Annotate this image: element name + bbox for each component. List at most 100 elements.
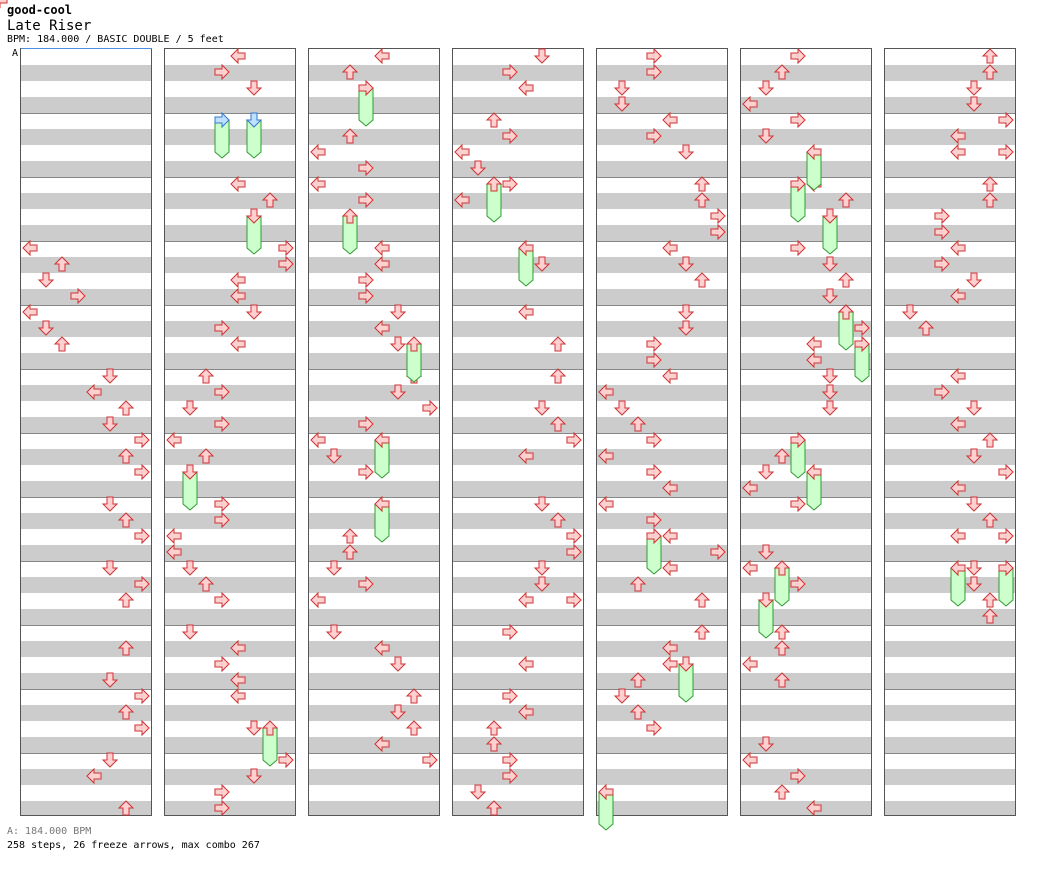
row-band	[885, 161, 1015, 177]
row-band	[309, 609, 439, 625]
step-arrow	[117, 400, 135, 416]
step-arrow	[230, 671, 246, 689]
step-arrow	[214, 783, 230, 801]
chart-meta: BPM: 184.000 / BASIC DOUBLE / 5 feet	[7, 34, 224, 45]
row-band	[165, 801, 295, 815]
step-arrow	[325, 624, 343, 640]
row-band	[21, 353, 151, 369]
row-band	[165, 417, 295, 433]
step-arrow	[646, 527, 662, 545]
row-band	[597, 97, 727, 113]
step-arrow	[549, 416, 567, 432]
row-band	[453, 65, 583, 81]
row-band	[21, 97, 151, 113]
step-arrow	[37, 320, 55, 336]
row-band	[885, 545, 1015, 561]
measure-line	[885, 369, 1015, 370]
row-band	[741, 65, 871, 81]
row-band	[453, 769, 583, 785]
row-band	[21, 225, 151, 241]
row-band	[21, 737, 151, 753]
step-arrow	[374, 431, 390, 449]
step-arrow	[533, 576, 551, 592]
step-arrow	[197, 368, 215, 384]
step-arrow	[742, 559, 758, 577]
step-arrow	[405, 336, 423, 352]
step-arrow	[806, 463, 822, 481]
measure-column	[884, 48, 1016, 816]
step-arrow	[134, 463, 150, 481]
row-band	[453, 577, 583, 593]
step-arrow	[230, 47, 246, 65]
step-arrow	[965, 560, 983, 576]
step-arrow	[518, 591, 534, 609]
row-band	[597, 481, 727, 497]
step-arrow	[566, 431, 582, 449]
row-band	[741, 225, 871, 241]
step-arrow	[518, 239, 534, 257]
row-band	[597, 673, 727, 689]
row-band	[741, 161, 871, 177]
step-arrow	[837, 272, 855, 288]
row-band	[21, 417, 151, 433]
row-band	[885, 289, 1015, 305]
measure-line	[165, 625, 295, 626]
step-arrow	[998, 527, 1014, 545]
measure-line	[597, 497, 727, 498]
step-arrow	[837, 192, 855, 208]
row-band	[453, 161, 583, 177]
step-arrow	[181, 464, 199, 480]
measure-line	[21, 369, 151, 370]
step-arrow	[629, 704, 647, 720]
row-band	[165, 321, 295, 337]
step-arrow	[53, 336, 71, 352]
step-arrow	[790, 239, 806, 257]
row-band	[453, 417, 583, 433]
step-arrow	[566, 591, 582, 609]
step-arrow	[197, 448, 215, 464]
step-arrow	[358, 159, 374, 177]
row-band	[741, 673, 871, 689]
row-band	[309, 97, 439, 113]
step-arrow	[341, 208, 359, 224]
arrow-layer	[0, 0, 1014, 831]
step-arrow	[950, 415, 966, 433]
row-band	[453, 353, 583, 369]
step-arrow	[757, 736, 775, 752]
step-arrow	[806, 143, 822, 161]
row-band	[885, 801, 1015, 815]
step-arrow	[358, 271, 374, 289]
step-arrow	[950, 127, 966, 145]
step-arrow	[485, 112, 503, 128]
step-arrow	[549, 368, 567, 384]
step-arrow	[742, 479, 758, 497]
step-arrow	[261, 720, 279, 736]
row-band	[741, 417, 871, 433]
step-arrow	[790, 767, 806, 785]
step-arrow	[389, 336, 407, 352]
step-arrow	[773, 448, 791, 464]
row-band	[309, 769, 439, 785]
row-band	[741, 385, 871, 401]
step-arrow	[310, 591, 326, 609]
step-arrow	[981, 64, 999, 80]
step-arrow	[773, 624, 791, 640]
step-arrow	[693, 624, 711, 640]
step-arrow	[965, 272, 983, 288]
step-arrow	[806, 335, 822, 353]
step-arrow	[998, 463, 1014, 481]
step-arrow	[37, 272, 55, 288]
step-arrow	[757, 128, 775, 144]
measure-line	[741, 497, 871, 498]
measure-line	[21, 753, 151, 754]
step-arrow	[662, 559, 678, 577]
step-arrow	[662, 479, 678, 497]
step-arrow	[677, 656, 695, 672]
step-arrow	[358, 79, 374, 97]
step-arrow	[934, 383, 950, 401]
step-arrow	[389, 384, 407, 400]
step-arrow	[662, 239, 678, 257]
step-arrow	[710, 223, 726, 241]
row-band	[741, 129, 871, 145]
step-arrow	[613, 96, 631, 112]
